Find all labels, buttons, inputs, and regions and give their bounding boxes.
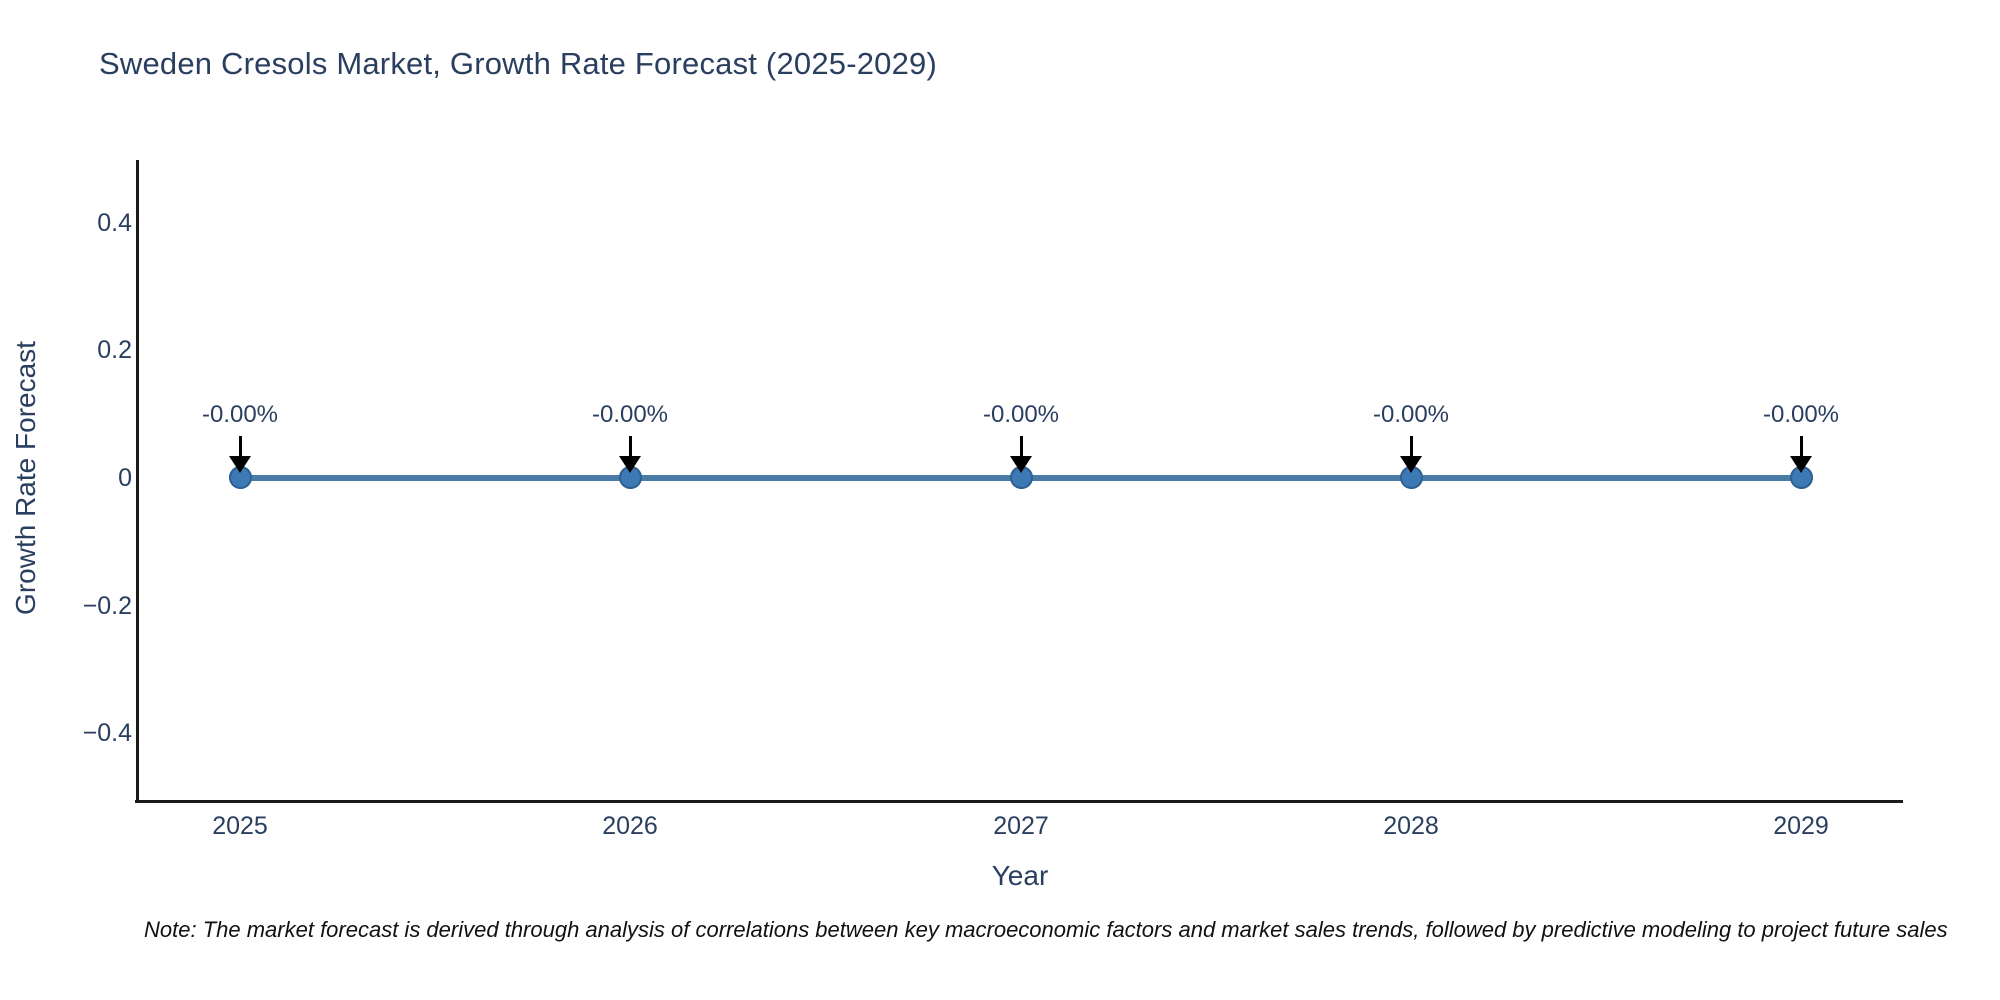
annotation-arrowhead-icon xyxy=(1010,456,1032,473)
annotation-label: -0.00% xyxy=(1372,401,1450,428)
y-tick-label: 0.4 xyxy=(97,209,132,237)
footnote: Note: The market forecast is derived thr… xyxy=(144,917,1948,942)
annotation-arrow-line xyxy=(1409,436,1413,457)
y-axis-line xyxy=(136,160,139,803)
annotation-arrow-line xyxy=(238,436,242,457)
x-tick-label: 2028 xyxy=(1383,812,1439,840)
chart-title: Sweden Cresols Market, Growth Rate Forec… xyxy=(99,46,938,81)
x-axis-line xyxy=(135,800,1903,803)
annotation-arrow-line xyxy=(628,436,632,457)
annotation-label: -0.00% xyxy=(1762,401,1840,428)
x-tick-label: 2027 xyxy=(993,812,1049,840)
annotation-label: -0.00% xyxy=(982,401,1060,428)
x-tick-label: 2025 xyxy=(212,812,268,840)
annotation-arrowhead-icon xyxy=(229,456,251,473)
x-tick-label: 2026 xyxy=(602,812,658,840)
annotation-arrowhead-icon xyxy=(1790,456,1812,473)
annotation-arrowhead-icon xyxy=(619,456,641,473)
annotation-arrow-line xyxy=(1799,436,1803,457)
annotation-label: -0.00% xyxy=(591,401,669,428)
x-tick-label: 2029 xyxy=(1773,812,1829,840)
annotation-arrow-line xyxy=(1019,436,1023,457)
y-tick-label: −0.2 xyxy=(82,592,132,620)
y-tick-label: −0.4 xyxy=(82,719,132,747)
y-tick-label: 0 xyxy=(118,464,132,492)
x-axis-title: Year xyxy=(991,860,1049,891)
annotation-label: -0.00% xyxy=(201,401,279,428)
y-tick-label: 0.2 xyxy=(97,336,132,364)
annotation-arrowhead-icon xyxy=(1400,456,1422,473)
